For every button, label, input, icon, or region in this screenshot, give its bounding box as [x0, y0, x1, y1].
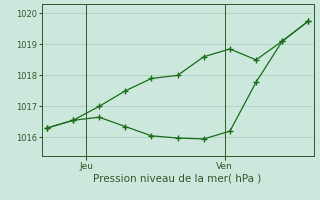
X-axis label: Pression niveau de la mer( hPa ): Pression niveau de la mer( hPa )	[93, 173, 262, 183]
